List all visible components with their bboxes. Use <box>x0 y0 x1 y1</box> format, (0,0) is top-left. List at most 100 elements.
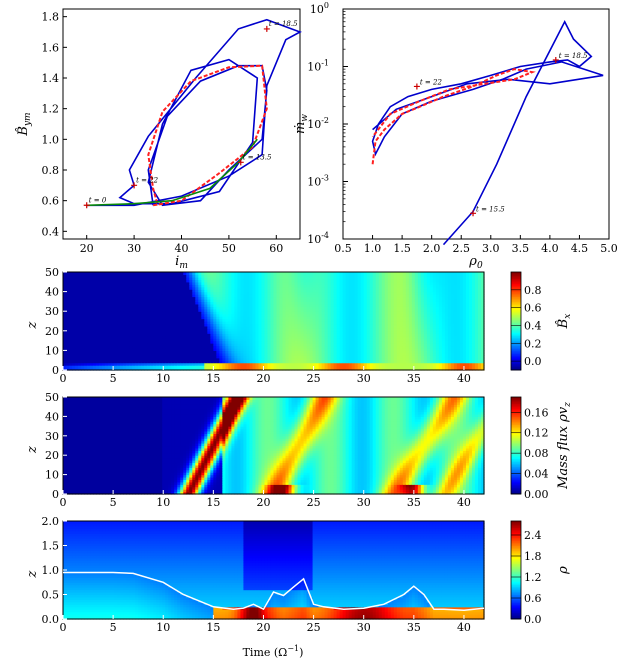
plot2-xtick-label: 1.0 <box>364 242 382 255</box>
heatmap2-xtick-label: 5 <box>110 372 117 385</box>
heatmap4-xtick-label: 25 <box>307 621 321 634</box>
heatmap2-ytick-label: 10 <box>45 344 59 357</box>
plot2-annotation: t = 18.5 <box>559 52 588 60</box>
plot2-xtick-label: 2.5 <box>452 242 470 255</box>
plot1-annotation: t = 13.5 <box>243 153 272 161</box>
plot1-ytick-label: 1.6 <box>42 41 60 54</box>
plot1-xtick-label: 20 <box>80 242 94 255</box>
heatmap3-xtick-label: 25 <box>307 496 321 509</box>
plot2-xlabel: ρ0 <box>468 254 483 271</box>
heatmap2-xtick-label: 15 <box>206 372 220 385</box>
plot2-xtick-label: 4.0 <box>541 242 559 255</box>
heatmap4-ylabel: z <box>25 570 40 578</box>
heatmap2-ytick-label: 20 <box>45 325 59 338</box>
colorbar2-tick-label: 0.4 <box>524 319 542 332</box>
colorbar4-tick-label: 1.2 <box>524 571 542 584</box>
heatmap2-ytick-label: 40 <box>45 286 59 299</box>
heatmap4-ytick-label: 1.0 <box>42 564 60 577</box>
colorbar4-label: ρ <box>556 566 571 575</box>
plot1-ytick-label: 1.8 <box>42 11 60 24</box>
heatmap3-xtick-label: 15 <box>206 496 220 509</box>
heatmap2-ytick-label: 30 <box>45 305 59 318</box>
heatmap3-ylabel: z <box>25 446 40 454</box>
heatmap4-xlabel: Time (Ω−1) <box>243 644 304 659</box>
plot2-ytick-label: 10-3 <box>307 174 329 189</box>
heatmap4-ytick-label: 0.5 <box>42 589 60 602</box>
plot2-annotation: t = 22 <box>420 78 443 86</box>
heatmap2-ylabel: z <box>25 321 40 329</box>
plot2-xtick-label: 4.5 <box>571 242 589 255</box>
colorbar4-tick-label: 0.6 <box>524 592 542 605</box>
heatmap2-ytick-label: 0 <box>52 364 59 377</box>
plot1-xlabel: im <box>175 254 188 271</box>
heatmap3-ytick-label: 20 <box>45 449 59 462</box>
plot2-xtick-label: 2.0 <box>423 242 441 255</box>
plot1-annotation: t = 0 <box>89 196 107 204</box>
colorbar4-tick-label: 2.4 <box>524 529 542 542</box>
heatmap2-xtick-label: 10 <box>156 372 170 385</box>
plot2-annotation: t = 15.5 <box>476 205 505 213</box>
plot1-xtick-label: 30 <box>127 242 141 255</box>
colorbar2-tick-label: 0.8 <box>524 284 542 297</box>
heatmap3-xtick-label: 5 <box>110 496 117 509</box>
heatmap2-ytick-label: 50 <box>45 266 59 279</box>
heatmap2-xtick-label: 35 <box>407 372 421 385</box>
plot1-ytick-label: 0.4 <box>42 225 60 238</box>
plot1-annotation: t = 18.5 <box>269 20 298 28</box>
plot1-ylabel: B̂ym <box>15 112 33 136</box>
heatmap3-ytick-label: 50 <box>45 391 59 404</box>
heatmap4-ytick-label: 1.5 <box>42 540 60 553</box>
plot2-xtick-label: 0.5 <box>334 242 352 255</box>
colorbar4-tick-label: 0.0 <box>524 613 542 626</box>
plot2-xtick-label: 1.5 <box>393 242 411 255</box>
plot1-ytick-label: 1.2 <box>42 103 60 116</box>
plot1-ytick-label: 0.6 <box>42 195 60 208</box>
plot1-xtick-label: 50 <box>222 242 236 255</box>
heatmap4-xtick-label: 15 <box>206 621 220 634</box>
heatmap4-xtick-label: 20 <box>256 621 270 634</box>
heatmap2-xtick-label: 30 <box>357 372 371 385</box>
heatmap3-ytick-label: 30 <box>45 430 59 443</box>
colorbar3-tick-label: 0.16 <box>524 406 549 419</box>
heatmap4-ytick-label: 0.0 <box>42 613 60 626</box>
plot2-xtick-label: 5.0 <box>600 242 618 255</box>
colorbar2-tick-label: 0.6 <box>524 302 542 315</box>
colorbar2-label: B̂x <box>555 314 573 330</box>
colorbar3-tick-label: 0.00 <box>524 488 549 501</box>
heatmap3-xtick-label: 20 <box>256 496 270 509</box>
heatmap4-xtick-label: 40 <box>457 621 471 634</box>
plot2-ytick-label: 10-2 <box>307 116 329 131</box>
heatmap2-xtick-label: 20 <box>256 372 270 385</box>
colorbar3-label: Mass flux ρvz <box>556 402 573 490</box>
heatmap4-cells <box>63 521 485 620</box>
heatmap4-xtick-label: 30 <box>357 621 371 634</box>
plot1-annotation: t = 22 <box>136 176 159 184</box>
plot1-ytick-label: 0.8 <box>42 164 60 177</box>
heatmap2-cells <box>63 272 485 371</box>
plot2-ytick-label: 100 <box>310 1 329 16</box>
plot2-ytick-label: 10-4 <box>307 231 329 246</box>
plot1-xtick-label: 60 <box>269 242 283 255</box>
plot2-ytick-label: 10-1 <box>307 59 329 74</box>
heatmap3-ytick-label: 0 <box>52 488 59 501</box>
heatmap2-xtick-label: 40 <box>457 372 471 385</box>
heatmap3-cells <box>63 397 485 495</box>
heatmap3-xtick-label: 0 <box>60 496 67 509</box>
heatmap4-xtick-label: 0 <box>60 621 67 634</box>
heatmap2-xtick-label: 25 <box>307 372 321 385</box>
plot1-ytick-label: 1.4 <box>42 72 60 85</box>
colorbar2-tick-label: 0.0 <box>524 355 542 368</box>
colorbar3-tick-label: 0.12 <box>524 427 549 440</box>
colorbar3-tick-label: 0.08 <box>524 447 549 460</box>
heatmap3-xtick-label: 40 <box>457 496 471 509</box>
heatmap4-ytick-label: 2.0 <box>42 515 60 528</box>
colorbar4-tick-label: 1.8 <box>524 550 542 563</box>
colorbar3-tick-label: 0.04 <box>524 468 549 481</box>
heatmap4-xtick-label: 35 <box>407 621 421 634</box>
heatmap3-xtick-label: 30 <box>357 496 371 509</box>
colorbar2-tick-label: 0.2 <box>524 337 542 350</box>
heatmap3-ytick-label: 10 <box>45 469 59 482</box>
plot2-xtick-label: 3.5 <box>512 242 530 255</box>
heatmap3-xtick-label: 35 <box>407 496 421 509</box>
